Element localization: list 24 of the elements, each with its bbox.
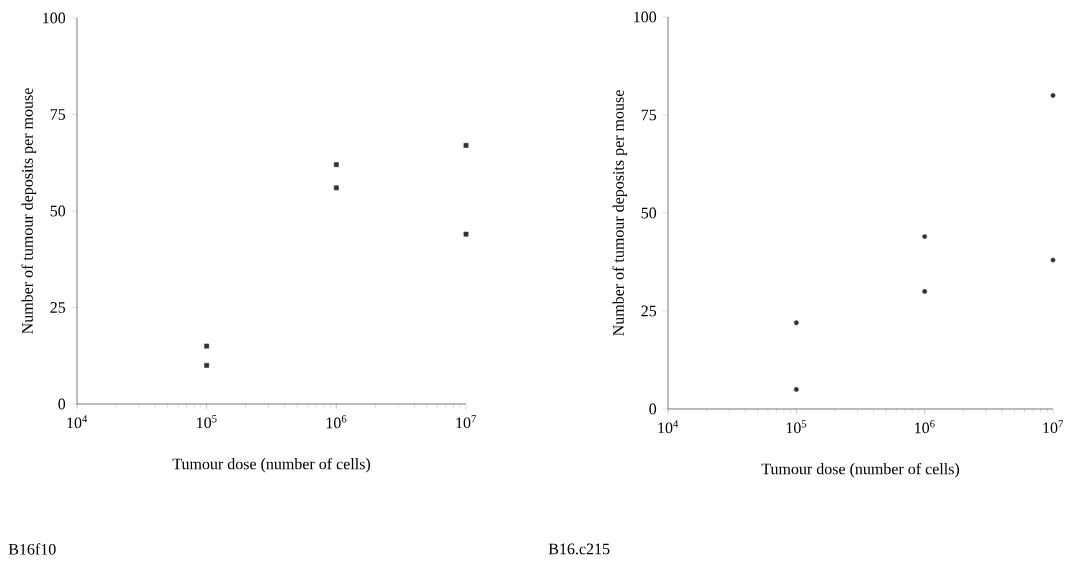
x-axis-title: Tumour dose (number of cells)	[761, 462, 960, 478]
x-tick-label: 10$^{4}$	[67, 415, 88, 429]
y-tick-label: 0	[649, 403, 657, 415]
x-tick-label: 10$^{5}$	[786, 420, 807, 434]
y-axis-title: Number of tumour deposits per mouse	[21, 88, 37, 334]
x-tick-label: 10$^{4}$	[658, 420, 679, 434]
x-tick-label: 10$^{6}$	[326, 415, 347, 429]
x-tick-label: 10$^{6}$	[915, 420, 935, 434]
y-axis-title: Number of tumour deposits per mouse	[612, 90, 628, 336]
y-tick-label: 100	[43, 12, 66, 24]
y-tick-label: 50	[50, 205, 66, 217]
y-tick-label: 25	[641, 305, 657, 317]
text: B16.c215	[548, 543, 610, 555]
y-tick-label: 50	[641, 207, 657, 219]
y-tick-label: 25	[50, 302, 66, 313]
text: B16f10	[8, 543, 56, 555]
x-axis-title: Tumour dose (number of cells)	[172, 457, 371, 473]
x-tick-label: 10$^{7}$	[456, 415, 477, 429]
y-tick-label: 75	[50, 109, 66, 120]
y-tick-label: 100	[634, 11, 657, 23]
x-tick-label: 10$^{7}$	[1043, 420, 1064, 434]
y-tick-label: 0	[58, 398, 66, 410]
x-tick-label: 10$^{5}$	[197, 415, 217, 429]
y-tick-label: 75	[641, 109, 657, 121]
